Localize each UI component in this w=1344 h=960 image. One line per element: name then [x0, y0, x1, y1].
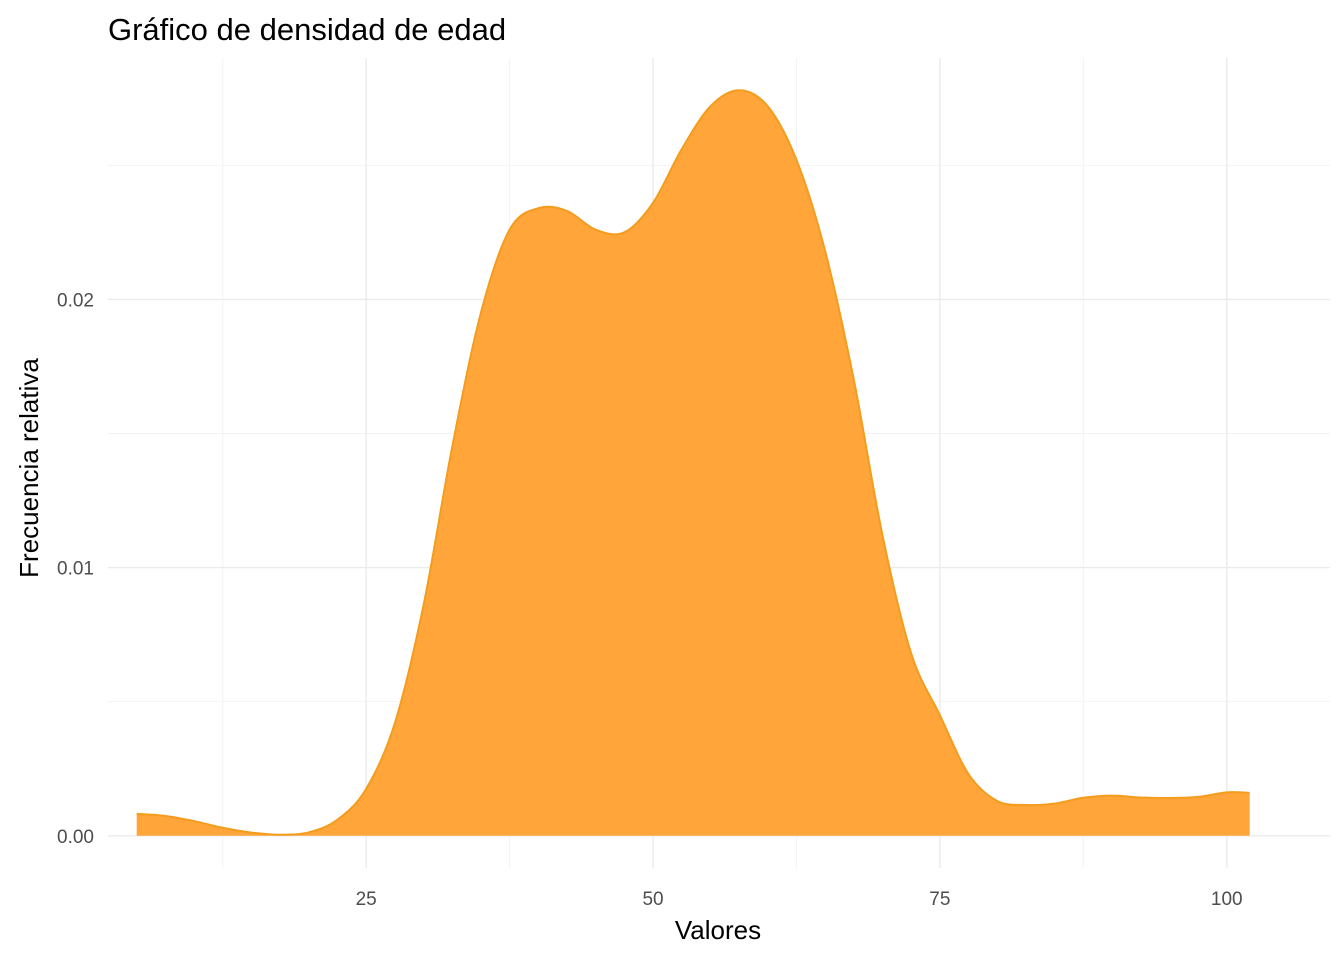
y-tick-label-0.02: 0.02	[57, 290, 94, 311]
y-axis-title: Frecuencia relativa	[14, 358, 44, 578]
ticks-layer: 25 50 75 100 0.00 0.01 0.02	[57, 290, 1243, 910]
x-tick-label-75: 75	[929, 889, 950, 910]
x-tick-label-50: 50	[642, 889, 663, 910]
area-layer	[136, 89, 1250, 836]
x-tick-label-25: 25	[356, 889, 377, 910]
chart-title: Gráfico de densidad de edad	[108, 12, 506, 47]
y-tick-label-0.01: 0.01	[57, 559, 94, 580]
x-tick-label-100: 100	[1211, 889, 1243, 910]
y-tick-label-0.00: 0.00	[57, 827, 94, 848]
density-line	[136, 89, 1250, 836]
x-axis-title: Valores	[675, 915, 761, 945]
